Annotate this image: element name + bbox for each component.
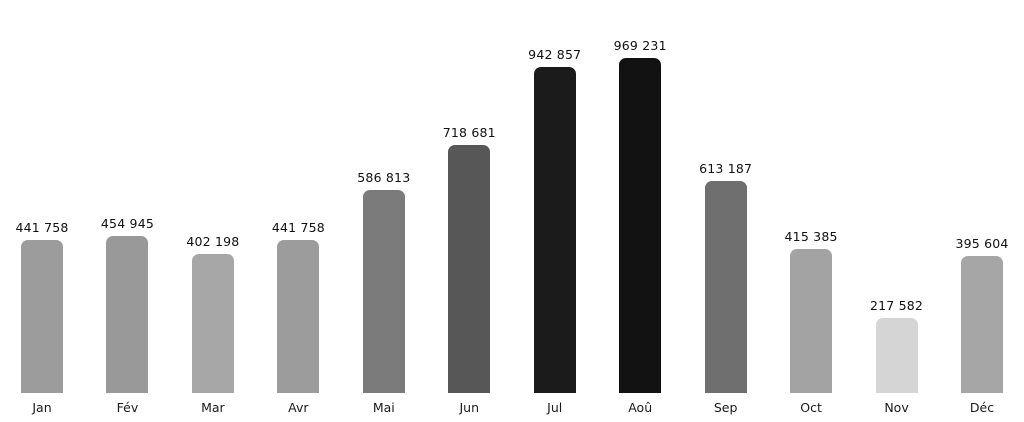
- bar: [362, 190, 405, 393]
- bar-column: 586 813 Mai: [357, 0, 410, 422]
- bar-column: 415 385 Oct: [785, 0, 838, 422]
- x-tick-label: Aoû: [628, 400, 653, 415]
- bar-value-label: 395 604: [955, 236, 1009, 252]
- bar-column: 613 187 Sep: [699, 0, 752, 422]
- bar-value-label: 613 187: [699, 161, 753, 177]
- bar-column: 441 758 Avr: [272, 0, 325, 422]
- x-tick-label: Oct: [800, 400, 822, 415]
- bar: [448, 144, 491, 393]
- bar-value-label: 441 758: [15, 220, 69, 236]
- x-tick-label: Mar: [201, 400, 225, 415]
- bar: [960, 256, 1003, 393]
- bar-value-label: 217 582: [869, 297, 924, 313]
- x-tick-label: Mai: [372, 400, 395, 415]
- x-tick-label: Jul: [547, 400, 563, 415]
- bar: [277, 240, 320, 393]
- bar-column: 217 582 Nov: [870, 0, 923, 422]
- x-tick-label: Sep: [713, 400, 738, 415]
- bar-value-label: 415 385: [784, 229, 838, 245]
- bar: [533, 67, 576, 393]
- bar-column: 402 198 Mar: [186, 0, 239, 422]
- x-tick-label: Fév: [116, 400, 139, 415]
- bar-column: 441 758 Jan: [15, 0, 68, 422]
- bar-value-label: 969 231: [613, 38, 667, 53]
- bar-column: 718 681 Jun: [443, 0, 496, 422]
- x-tick-label: Avr: [288, 400, 309, 415]
- bar: [619, 58, 662, 393]
- bar: [191, 254, 234, 393]
- bar-value-label: 454 945: [100, 215, 154, 231]
- bar: [704, 181, 747, 393]
- bar-value-label: 441 758: [271, 220, 325, 236]
- x-tick-label: Déc: [969, 400, 995, 415]
- bar-column: 969 231 Aoû: [614, 0, 667, 422]
- plot-area: 441 758 Jan 454 945 Fév 402 198 Mar 441 758 Avr…: [15, 0, 1008, 422]
- x-tick-label: Jan: [32, 400, 52, 415]
- bar-column: 942 857 Jul: [528, 0, 581, 422]
- bar-value-label: 586 813: [357, 170, 411, 186]
- x-tick-label: Jun: [459, 400, 480, 415]
- bar: [875, 317, 918, 393]
- bar-value-label: 718 681: [442, 124, 496, 140]
- bar-column: 454 945 Fév: [101, 0, 154, 422]
- bar-value-label: 942 857: [528, 47, 582, 63]
- bar: [106, 235, 149, 393]
- bar-value-label: 402 198: [186, 234, 240, 249]
- bar: [790, 249, 833, 393]
- x-tick-label: Nov: [884, 400, 909, 415]
- bar-column: 395 604 Déc: [955, 0, 1008, 422]
- bar: [21, 240, 63, 393]
